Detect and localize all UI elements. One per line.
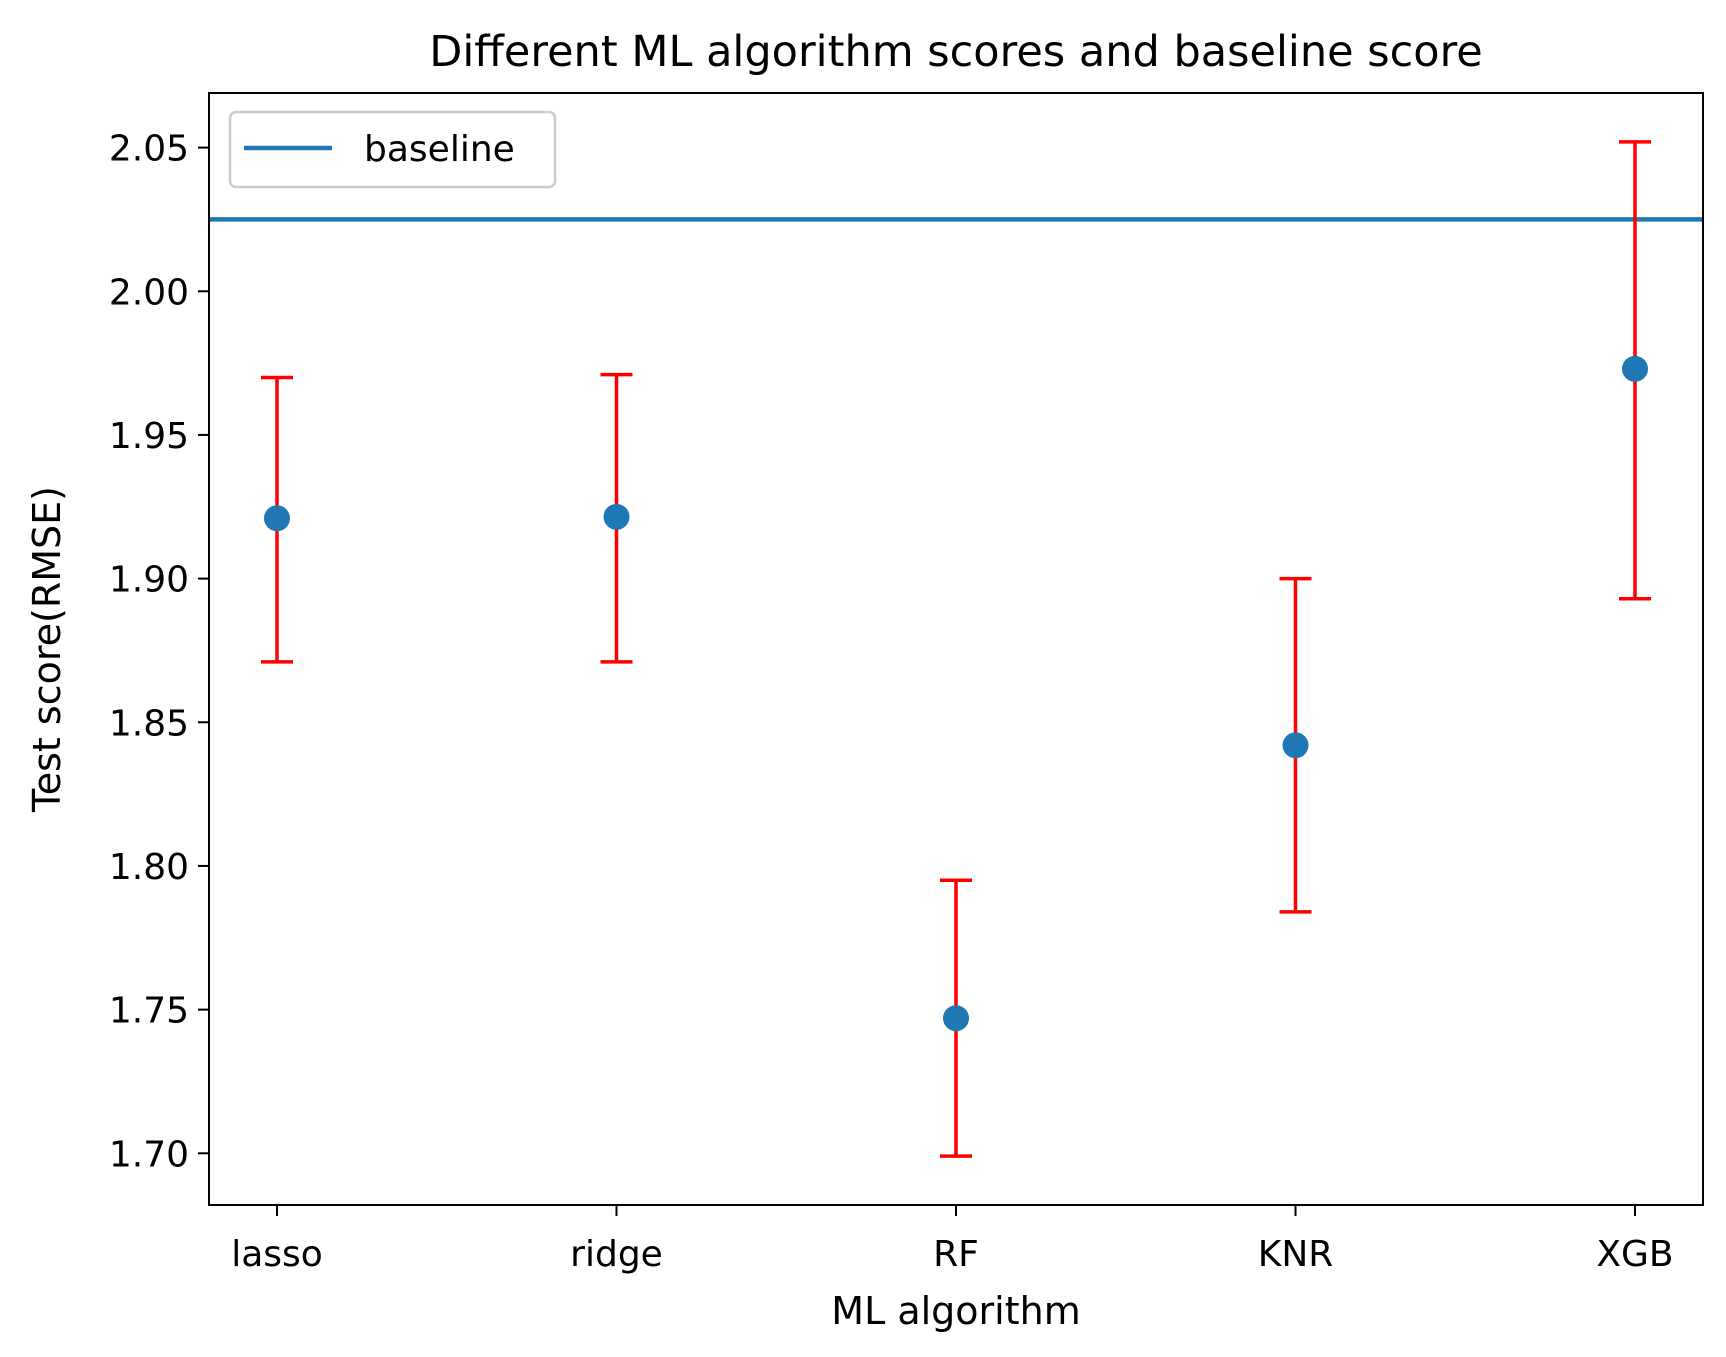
legend-baseline-label: baseline [364,129,515,170]
x-tick-label: RF [933,1234,979,1275]
legend: baseline [228,110,557,189]
legend-box [228,110,557,189]
y-tick-label: 1.70 [109,1134,189,1175]
data-point [264,505,290,532]
y-axis-label: Test score(RMSE) [25,486,69,813]
x-tick-label: lasso [231,1234,323,1275]
plot-frame [208,92,1704,1206]
y-tick-label: 1.85 [109,703,189,744]
x-tick-label: XGB [1596,1234,1673,1275]
data-point [943,1005,969,1032]
y-tick-label: 1.90 [109,560,189,601]
x-tick-label: KNR [1258,1234,1334,1275]
data-point [1622,355,1648,382]
data-point [603,503,630,530]
chart-title: Different ML algorithm scores and baseli… [429,27,1483,77]
x-tick-label: ridge [570,1234,663,1275]
y-tick-label: 1.75 [109,991,189,1032]
y-tick-label: 1.80 [109,847,189,888]
data-point [1282,732,1309,759]
y-tick-label: 2.00 [109,272,189,313]
x-axis-label: ML algorithm [831,1289,1080,1333]
y-tick-label: 2.05 [109,129,189,170]
plot-area: 1.70 1.75 1.80 1.85 1.90 1.95 2.00 2.05 lasso rid… [109,129,1703,1275]
y-tick-label: 1.95 [109,416,189,457]
